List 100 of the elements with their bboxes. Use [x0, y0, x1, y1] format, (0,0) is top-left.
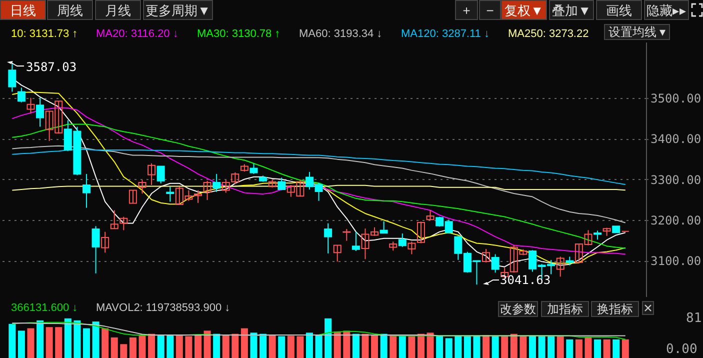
- candlestick: [101, 231, 110, 254]
- bar: [185, 336, 192, 358]
- bar: [510, 334, 518, 358]
- candlestick: [278, 177, 286, 191]
- bar: [464, 336, 471, 358]
- bar: [287, 336, 294, 358]
- bar: [27, 328, 34, 358]
- bar: [575, 339, 582, 358]
- bar: [278, 336, 286, 358]
- y-tick-label: 3500.00: [650, 91, 702, 106]
- bar: [380, 334, 388, 358]
- y-tick-label: 3200.00: [650, 214, 702, 228]
- bar: [8, 324, 16, 358]
- text: 10: 3131.73 ↑: [11, 28, 78, 40]
- bar: [194, 335, 202, 358]
- bar: [454, 336, 462, 358]
- y-tick-label: 3100.00: [650, 254, 702, 268]
- bar: [46, 327, 53, 358]
- bar: [556, 336, 564, 358]
- bar: [110, 337, 118, 358]
- bar: [82, 328, 90, 358]
- bar: [398, 335, 406, 358]
- candlestick: [231, 172, 240, 185]
- series-label: 366131.600 ↓: [11, 302, 78, 314]
- y-tick-label: 3300.00: [650, 172, 702, 187]
- candlestick: [333, 244, 342, 262]
- bar: [232, 334, 239, 358]
- bar: [36, 320, 44, 358]
- text: 81: [686, 311, 702, 326]
- bar: [528, 336, 536, 358]
- annotation: 3587.03: [26, 60, 77, 74]
- annotation: 3041.63: [500, 273, 551, 287]
- bar: [18, 330, 25, 358]
- bar: [157, 335, 164, 358]
- text: 0.00: [666, 342, 698, 357]
- text: −: [479, 0, 501, 20]
- bar: [240, 328, 248, 358]
- bar: [436, 336, 444, 358]
- bar: [213, 334, 220, 358]
- text: 设置均线 ▾: [604, 24, 670, 40]
- text: MA250: 3273.22: [508, 28, 589, 40]
- candlestick: [250, 162, 258, 174]
- bar: [148, 334, 156, 358]
- bar: [102, 328, 109, 358]
- bar: [296, 336, 304, 358]
- candlestick: [92, 226, 100, 274]
- candlestick: [36, 97, 44, 128]
- bar: [64, 318, 72, 358]
- bar: [548, 336, 555, 358]
- bar: [362, 334, 369, 358]
- bar: [343, 330, 350, 358]
- text: MA120: 3287.11 ↓: [401, 28, 490, 40]
- bar: [92, 322, 100, 358]
- bar: [603, 339, 610, 358]
- bar: [473, 336, 480, 358]
- y-tick-label: 3400.00: [650, 132, 702, 146]
- bar: [138, 335, 146, 358]
- text: 复权▼: [501, 0, 547, 20]
- text: MA60: 3193.34 ↓: [299, 28, 382, 40]
- bar: [315, 335, 322, 358]
- text: 更多周期▼: [143, 0, 213, 20]
- bar: [222, 335, 230, 358]
- candlestick: [342, 228, 351, 242]
- bar: [176, 335, 183, 358]
- bar: [492, 336, 499, 358]
- bar: [204, 330, 211, 358]
- candlestick: [398, 232, 406, 248]
- bar: [371, 335, 378, 358]
- bar: [445, 338, 452, 358]
- candlestick: [26, 97, 35, 114]
- candlestick: [82, 173, 90, 208]
- bar: [55, 327, 62, 358]
- text: 改参数: [498, 301, 538, 317]
- candlestick: [148, 162, 156, 186]
- bar: [306, 332, 313, 358]
- bar: [417, 334, 424, 358]
- text: 隐藏▸▸: [644, 0, 689, 20]
- bar: [612, 339, 620, 358]
- candlestick: [17, 87, 26, 103]
- bar: [538, 336, 546, 358]
- candlestick: [166, 186, 174, 202]
- bar: [334, 331, 341, 358]
- bar: [594, 339, 602, 358]
- text: +: [455, 0, 478, 20]
- bar: [166, 335, 174, 358]
- text: 换指标: [591, 301, 639, 317]
- bar: [324, 318, 332, 358]
- bar: [482, 335, 490, 358]
- candlestick: [138, 180, 146, 194]
- candlestick: [380, 220, 388, 234]
- bar: [520, 336, 527, 358]
- bar: [426, 332, 434, 358]
- candlestick: [324, 222, 332, 254]
- bar: [408, 336, 416, 358]
- bar: [268, 335, 276, 358]
- bar: [129, 337, 136, 358]
- text: MA20: 3116.20 ↓: [96, 28, 178, 40]
- bar: [566, 339, 574, 358]
- bar: [120, 344, 128, 358]
- bar: [250, 332, 258, 358]
